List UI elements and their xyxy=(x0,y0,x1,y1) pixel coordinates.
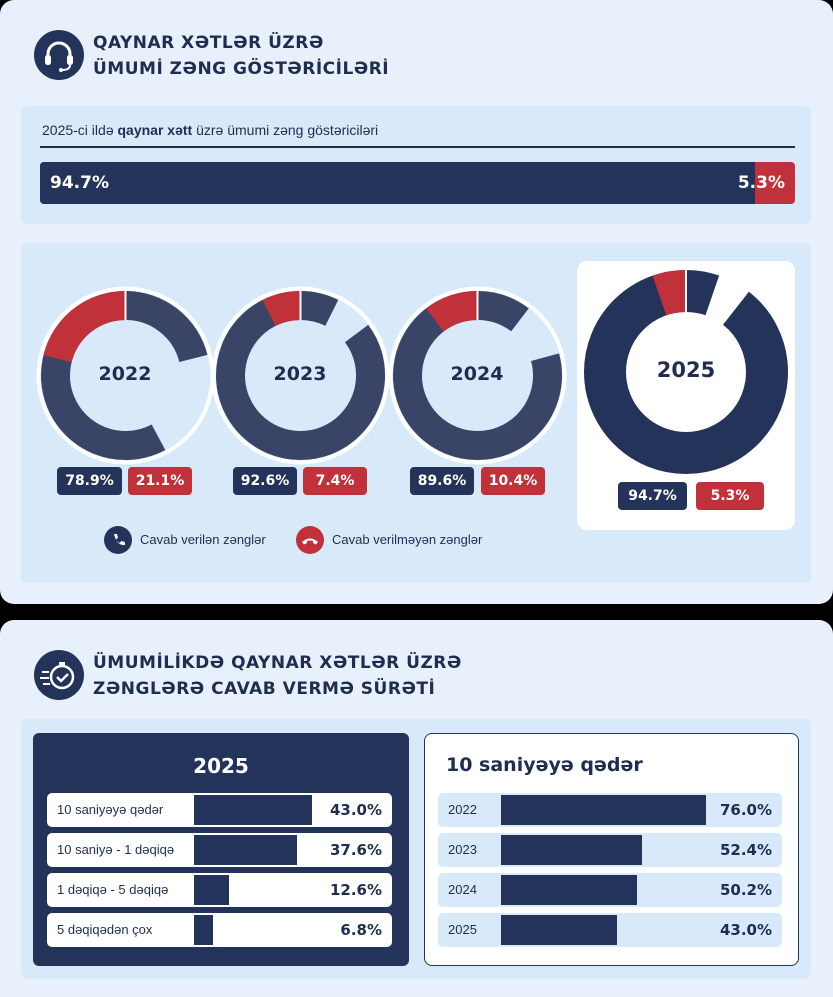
bar-row xyxy=(47,913,392,947)
bar xyxy=(194,915,213,945)
donut-outline xyxy=(388,286,566,464)
donut-year-label-2023: 2023 xyxy=(273,363,327,385)
donut-2025 xyxy=(584,270,788,474)
total-bar-subtitle: 2025-ci ildə qaynar xətt üzrə ümumi zəng… xyxy=(42,122,379,138)
section2-title: ÜMUMİLİKDƏ QAYNAR XƏTLƏR ÜZRƏ ZƏNGLƏRƏ C… xyxy=(93,653,462,699)
bar-value-label: 12.6% xyxy=(329,881,382,899)
unanswered-total-label: 5.3% xyxy=(737,173,785,193)
legend-answered-label: Cavab verilən zənglər xyxy=(140,532,266,547)
answered-total-label: 94.7% xyxy=(50,173,109,193)
bar-category-label: 10 saniyə - 1 dəqiqə xyxy=(57,842,175,857)
bar-category-label: 1 dəqiqə - 5 dəqiqə xyxy=(57,882,169,897)
donut-year-label-2022: 2022 xyxy=(98,363,152,385)
donut-outline xyxy=(211,286,389,464)
subtitle-divider xyxy=(40,146,795,148)
unanswered-pill-2024: 10.4% xyxy=(481,467,545,495)
unanswered-pill-2023: 7.4% xyxy=(303,467,367,495)
donut-2024 xyxy=(388,286,566,464)
bar-category-label: 10 saniyəyə qədər xyxy=(57,802,164,817)
bar-value-label: 43.0% xyxy=(329,801,382,819)
bar-value-label: 43.0% xyxy=(719,921,772,939)
bar xyxy=(194,835,298,865)
headset-icon xyxy=(34,30,84,80)
total-stacked-bar xyxy=(40,162,795,204)
answered-pill-2024: 89.6% xyxy=(410,467,474,495)
donut-2023 xyxy=(211,286,389,464)
bar xyxy=(501,795,707,825)
donut-year-label-2025: 2025 xyxy=(656,358,716,382)
bar-category-label: 5 dəqiqədən çox xyxy=(57,922,153,937)
phone-icon xyxy=(104,526,132,554)
bar xyxy=(501,835,643,865)
answered-segment xyxy=(40,162,755,204)
unanswered-pill-2022: 21.1% xyxy=(128,467,192,495)
section1-title: QAYNAR XƏTLƏR ÜZRƏ ÜMUMİ ZƏNG GÖSTƏRİCİL… xyxy=(93,33,390,79)
unanswered-pill-2025: 5.3% xyxy=(696,482,764,510)
bar-category-label: 2023 xyxy=(448,842,477,857)
answered-pill-2025: 94.7% xyxy=(618,482,687,510)
bar-value-label: 50.2% xyxy=(719,881,772,899)
answered-pill-2023: 92.6% xyxy=(233,467,297,495)
bar xyxy=(501,875,637,905)
speed-2025-title: 2025 xyxy=(193,754,249,778)
bar-value-label: 76.0% xyxy=(719,801,772,819)
fast-timer-icon xyxy=(34,650,84,700)
bar-category-label: 2025 xyxy=(448,922,477,937)
answered-pill-2022: 78.9% xyxy=(57,467,122,495)
bar-value-label: 6.8% xyxy=(340,921,382,939)
bar-category-label: 2024 xyxy=(448,882,477,897)
bar-category-label: 2022 xyxy=(448,802,477,817)
bar-value-label: 52.4% xyxy=(719,841,772,859)
bar xyxy=(501,915,618,945)
bar xyxy=(194,795,312,825)
phone-hangup-icon xyxy=(296,526,324,554)
bar-value-label: 37.6% xyxy=(329,841,382,859)
legend-unanswered-label: Cavab verilməyən zənglər xyxy=(332,532,483,547)
under-10s-title: 10 saniyəyə qədər xyxy=(446,754,643,776)
donut-year-label-2024: 2024 xyxy=(450,363,504,385)
bar xyxy=(194,875,229,905)
